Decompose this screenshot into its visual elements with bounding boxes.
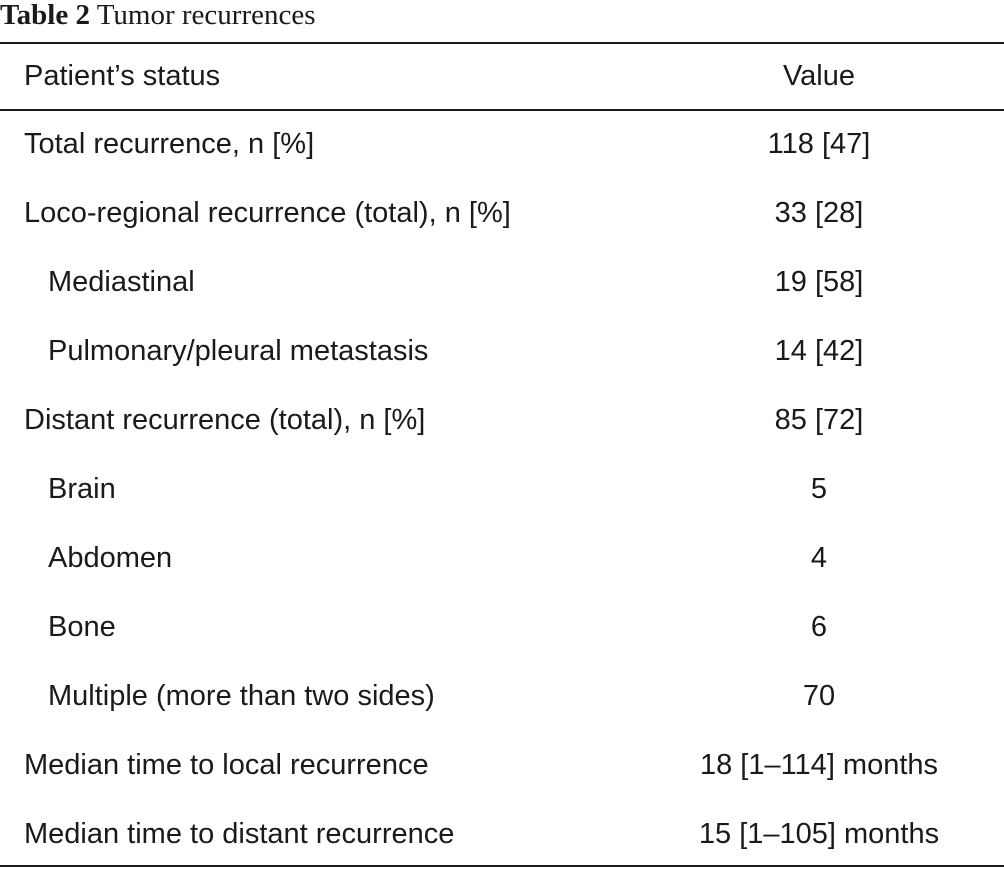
table-row: Mediastinal 19 [58] <box>0 248 1004 317</box>
table-bottom-rule <box>0 865 1004 867</box>
table-row: Abdomen 4 <box>0 524 1004 593</box>
table-row: Multiple (more than two sides) 70 <box>0 662 1004 731</box>
row-value: 33 [28] <box>774 197 864 229</box>
table-row: Distant recurrence (total), n [%] 85 [72… <box>0 386 1004 455</box>
row-status: Loco-regional recurrence (total), n [%] <box>24 197 511 229</box>
row-status: Pulmonary/pleural metastasis <box>48 335 429 367</box>
row-value: 118 [47] <box>767 128 871 160</box>
table-row: Total recurrence, n [%] 118 [47] <box>0 110 1004 179</box>
row-status: Total recurrence, n [%] <box>24 128 315 160</box>
row-status: Brain <box>48 473 116 505</box>
table-title: Tumor recurrences <box>96 0 316 31</box>
table-header-rule <box>0 109 1004 111</box>
table-row: Bone 6 <box>0 593 1004 662</box>
row-value: 70 <box>802 680 836 712</box>
row-status: Multiple (more than two sides) <box>48 680 435 712</box>
table-top-rule <box>0 42 1004 44</box>
row-status: Median time to distant recurrence <box>24 818 455 850</box>
table-row: Pulmonary/pleural metastasis 14 [42] <box>0 317 1004 386</box>
table-row: Brain 5 <box>0 455 1004 524</box>
row-status: Distant recurrence (total), n [%] <box>24 404 426 436</box>
row-value: 14 [42] <box>774 335 864 367</box>
row-value: 6 <box>810 611 828 643</box>
table-header-row: Patient’s status Value <box>0 42 1004 111</box>
row-status: Bone <box>48 611 116 643</box>
table-caption: Table 2 Tumor recurrences <box>0 0 316 34</box>
row-value: 15 [1–105] months <box>698 818 940 850</box>
table-row: Median time to distant recurrence 15 [1–… <box>0 800 1004 869</box>
table-number: Table 2 <box>0 0 90 31</box>
row-value: 19 [58] <box>774 266 864 298</box>
table-row: Median time to local recurrence 18 [1–11… <box>0 731 1004 800</box>
row-value: 18 [1–114] months <box>699 749 939 781</box>
row-value: 85 [72] <box>774 404 864 436</box>
row-status: Abdomen <box>48 542 173 574</box>
row-status: Median time to local recurrence <box>24 749 429 781</box>
header-value: Value <box>782 60 856 92</box>
row-value: 4 <box>810 542 828 574</box>
table-row: Loco-regional recurrence (total), n [%] … <box>0 179 1004 248</box>
row-status: Mediastinal <box>48 266 195 298</box>
header-status: Patient’s status <box>24 60 221 92</box>
row-value: 5 <box>810 473 828 505</box>
